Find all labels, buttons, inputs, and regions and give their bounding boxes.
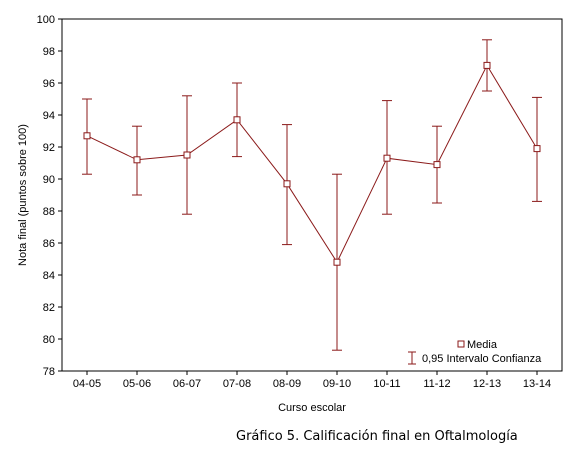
y-tick-label: 90 [43,174,55,186]
data-point [183,151,191,159]
x-tick-label: 05-06 [123,378,151,390]
chart: 78 80 82 84 86 88 90 92 94 96 98 100 04-05 05-06 06-07… [17,14,563,414]
series-media [83,61,541,266]
x-tick-label: 11-12 [423,378,450,390]
y-tick-label: 84 [43,270,55,282]
y-tick-label: 100 [37,14,55,26]
data-point [283,180,291,188]
y-tick-label: 80 [43,334,55,346]
x-tick-label: 08-09 [273,378,301,390]
legend-entry-ci: 0,95 Intervalo Confianza [422,353,542,365]
data-point [533,145,541,153]
plot-frame [61,18,563,372]
data-point [333,258,341,266]
legend-ci-icon [408,351,416,365]
y-tick-label: 78 [43,366,55,378]
x-tick-label: 09-10 [323,378,351,390]
data-point [433,161,441,169]
error-bars [82,39,542,351]
data-point [83,132,91,140]
figure-caption: Gráfico 5. Calificación final en Oftalmo… [236,429,518,444]
x-tick-label: 06-07 [173,378,201,390]
data-point [383,154,391,162]
x-tick-label: 04-05 [73,378,101,390]
legend-marker-media [457,340,465,348]
axes: 78 80 82 84 86 88 90 92 94 96 98 100 04-05 05-06 06-07… [37,14,563,390]
y-tick-label: 88 [43,206,55,218]
series-line [86,64,538,264]
legend-entry-media: Media [467,339,498,351]
legend: Media 0,95 Intervalo Confianza [408,339,542,365]
y-tick-label: 96 [43,78,55,90]
data-point [483,61,491,69]
x-tick-label: 13-14 [523,378,551,390]
y-tick-label: 86 [43,238,55,250]
data-point [133,156,141,164]
y-tick-label: 98 [43,46,55,58]
x-axis-label: Curso escolar [278,402,346,414]
y-tick-label: 94 [43,110,55,122]
x-tick-label: 07-08 [223,378,251,390]
y-axis-label: Nota final (puntos sobre 100) [17,124,29,266]
y-tick-label: 92 [43,142,55,154]
x-tick-label: 12-13 [473,378,501,390]
data-point [233,116,241,124]
x-tick-label: 10-11 [373,378,400,390]
y-tick-label: 82 [43,302,55,314]
